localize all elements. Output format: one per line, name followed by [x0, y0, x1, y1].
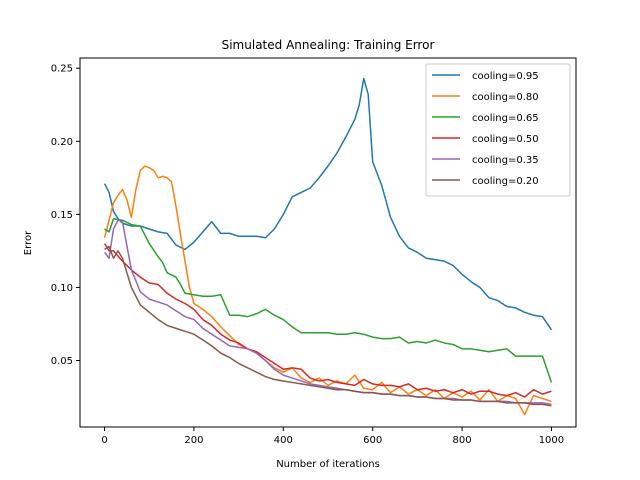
plot-area-frame [79, 57, 577, 428]
y-tick-label: 0.20 [51, 137, 73, 148]
legend-label: cooling=0.65 [472, 113, 539, 124]
chart-title: Simulated Annealing: Training Error [222, 38, 435, 52]
x-tick-label: 400 [274, 435, 293, 446]
x-axis-label: Number of iterations [276, 459, 380, 470]
series-layer [103, 77, 553, 416]
legend: cooling=0.95 cooling=0.80 cooling=0.65 cool… [425, 63, 571, 197]
legend-label: cooling=0.35 [472, 155, 539, 166]
y-tick-label: 0.05 [51, 356, 73, 367]
x-tick-label: 600 [363, 435, 382, 446]
x-tick-label: 800 [453, 435, 472, 446]
series-line-1 [103, 165, 552, 416]
legend-label: cooling=0.95 [472, 71, 539, 82]
x-tick-label: 200 [184, 435, 203, 446]
x-axis-ticks: 0 200 400 600 800 1000 [101, 427, 564, 446]
legend-label: cooling=0.50 [472, 134, 539, 145]
legend-label: cooling=0.20 [472, 176, 539, 187]
series-line-2 [104, 218, 553, 383]
series-line-3 [103, 243, 552, 398]
series-line-5 [104, 245, 552, 407]
y-axis-label: Error [23, 230, 34, 255]
y-tick-label: 0.15 [51, 210, 73, 221]
y-axis-ticks: 0.05 0.10 0.15 0.20 0.25 [51, 64, 80, 367]
legend-label: cooling=0.80 [472, 92, 539, 103]
legend-box [425, 63, 571, 197]
y-tick-label: 0.25 [51, 64, 73, 75]
x-tick-label: 0 [101, 435, 107, 446]
series-line-0 [103, 77, 553, 331]
y-tick-label: 0.10 [51, 283, 73, 294]
x-tick-label: 1000 [539, 435, 564, 446]
